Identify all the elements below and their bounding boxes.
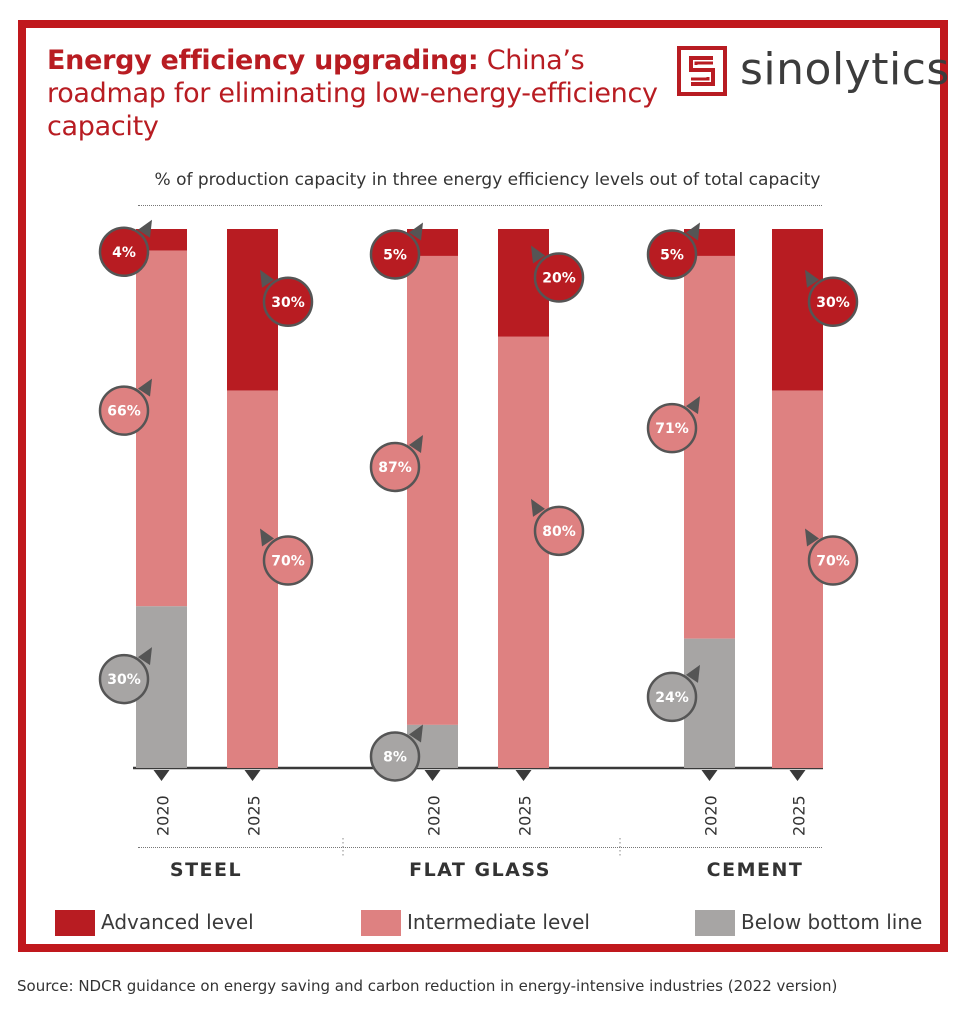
chart-subtitle: % of production capacity in three energy… <box>154 170 821 190</box>
callout-pointer <box>260 528 274 547</box>
legend-swatch-below <box>695 910 735 936</box>
subtitle-divider <box>138 205 822 206</box>
callout-cement-2020-advanced <box>646 229 698 280</box>
group-divider <box>138 847 822 848</box>
group-label-steel: STEEL <box>170 859 242 881</box>
source-note: Source: NDCR guidance on energy saving a… <box>17 977 838 995</box>
data-label-steel-2020-advanced: 4% <box>112 245 136 261</box>
callout-flat-glass-2020-below <box>369 731 421 782</box>
bar-segment-steel-2025-intermediate <box>227 390 278 768</box>
chart-frame <box>18 20 948 952</box>
callout-cement-2025-advanced <box>807 276 859 328</box>
callout-steel-2020-below <box>98 653 150 705</box>
year-label-cement-2020: 2020 <box>702 795 721 836</box>
axis-marker <box>153 770 170 781</box>
stacked-bar-chart: 2020 2025 STEEL 2020 2025 FLAT GLASS 2020 2025 C… <box>98 219 859 881</box>
year-label-flat-glass-2025: 2025 <box>516 795 535 836</box>
title-bold: Energy efficiency upgrading: <box>47 45 479 76</box>
callout-pointer <box>531 498 545 517</box>
data-label-flat-glass-2020-below: 8% <box>383 749 407 765</box>
callout-pointer <box>805 528 819 547</box>
callout-pointer <box>409 724 423 743</box>
data-label-flat-glass-2025-intermediate: 80% <box>542 524 576 540</box>
bar-segment-flat-glass-2025-intermediate <box>498 336 549 768</box>
year-label-flat-glass-2020: 2020 <box>425 795 444 836</box>
callout-flat-glass-2020-intermediate <box>369 441 421 493</box>
year-label-steel-2025: 2025 <box>245 795 264 836</box>
callout-pointer <box>686 396 700 415</box>
callout-pointer <box>686 222 700 241</box>
data-label-cement-2020-below: 24% <box>655 690 689 706</box>
sinolytics-logo-icon <box>677 46 727 96</box>
bar-segment-cement-2020-intermediate <box>684 255 735 639</box>
legend-label-intermediate: Intermediate level <box>407 910 590 934</box>
callout-pointer <box>409 222 423 241</box>
callout-flat-glass-2020-advanced <box>369 229 421 280</box>
data-label-steel-2025-advanced: 30% <box>271 295 305 311</box>
callout-pointer <box>138 219 152 238</box>
callout-pointer <box>138 647 152 666</box>
axis-marker <box>701 770 718 781</box>
callout-pointer <box>409 434 423 453</box>
callout-cement-2020-intermediate <box>646 402 698 454</box>
legend-swatch-advanced <box>55 910 95 936</box>
callout-pointer <box>531 245 545 264</box>
group-label-cement: CEMENT <box>707 859 804 881</box>
bar-segment-steel-2020-intermediate <box>136 250 187 607</box>
data-label-cement-2020-advanced: 5% <box>660 247 684 263</box>
callout-steel-2025-intermediate <box>262 535 314 586</box>
axis-marker <box>515 770 532 781</box>
data-label-steel-2020-below: 30% <box>107 672 141 688</box>
callout-pointer <box>686 664 700 683</box>
brand-logo: sinolytics <box>677 44 949 98</box>
callout-pointer <box>260 269 274 288</box>
callout-steel-2020-advanced <box>98 226 150 278</box>
data-label-cement-2025-intermediate: 70% <box>816 553 850 569</box>
legend-swatch-intermediate <box>361 910 401 936</box>
data-label-cement-2025-advanced: 30% <box>816 295 850 311</box>
callout-steel-2025-advanced <box>262 276 314 328</box>
callout-steel-2020-intermediate <box>98 385 150 436</box>
axis-marker <box>244 770 261 781</box>
callout-cement-2020-below <box>646 671 698 723</box>
data-label-steel-2025-intermediate: 70% <box>271 553 305 569</box>
axis-marker <box>789 770 806 781</box>
callout-flat-glass-2025-intermediate <box>533 505 585 557</box>
legend-label-advanced: Advanced level <box>101 910 254 934</box>
callout-cement-2025-intermediate <box>807 535 859 586</box>
chart-title: Energy efficiency upgrading: China’s roa… <box>47 44 667 143</box>
data-label-flat-glass-2020-intermediate: 87% <box>378 460 412 476</box>
group-label-flat-glass: FLAT GLASS <box>409 859 551 881</box>
axis-marker <box>424 770 441 781</box>
year-label-steel-2020: 2020 <box>154 795 173 836</box>
data-label-steel-2020-intermediate: 66% <box>107 404 141 420</box>
title-rest: China’s roadmap for eliminating low-ener… <box>47 45 658 142</box>
callout-pointer <box>805 269 819 288</box>
bar-segment-flat-glass-2020-intermediate <box>407 255 458 725</box>
data-label-flat-glass-2025-advanced: 20% <box>542 271 576 287</box>
data-label-cement-2020-intermediate: 71% <box>655 421 689 437</box>
data-label-flat-glass-2020-advanced: 5% <box>383 247 407 263</box>
brand-name: sinolytics <box>740 44 950 95</box>
year-label-cement-2025: 2025 <box>790 795 809 836</box>
legend-label-below: Below bottom line <box>741 910 923 934</box>
bar-segment-cement-2025-intermediate <box>772 390 823 768</box>
callout-pointer <box>138 378 152 397</box>
callout-flat-glass-2025-advanced <box>533 252 585 303</box>
